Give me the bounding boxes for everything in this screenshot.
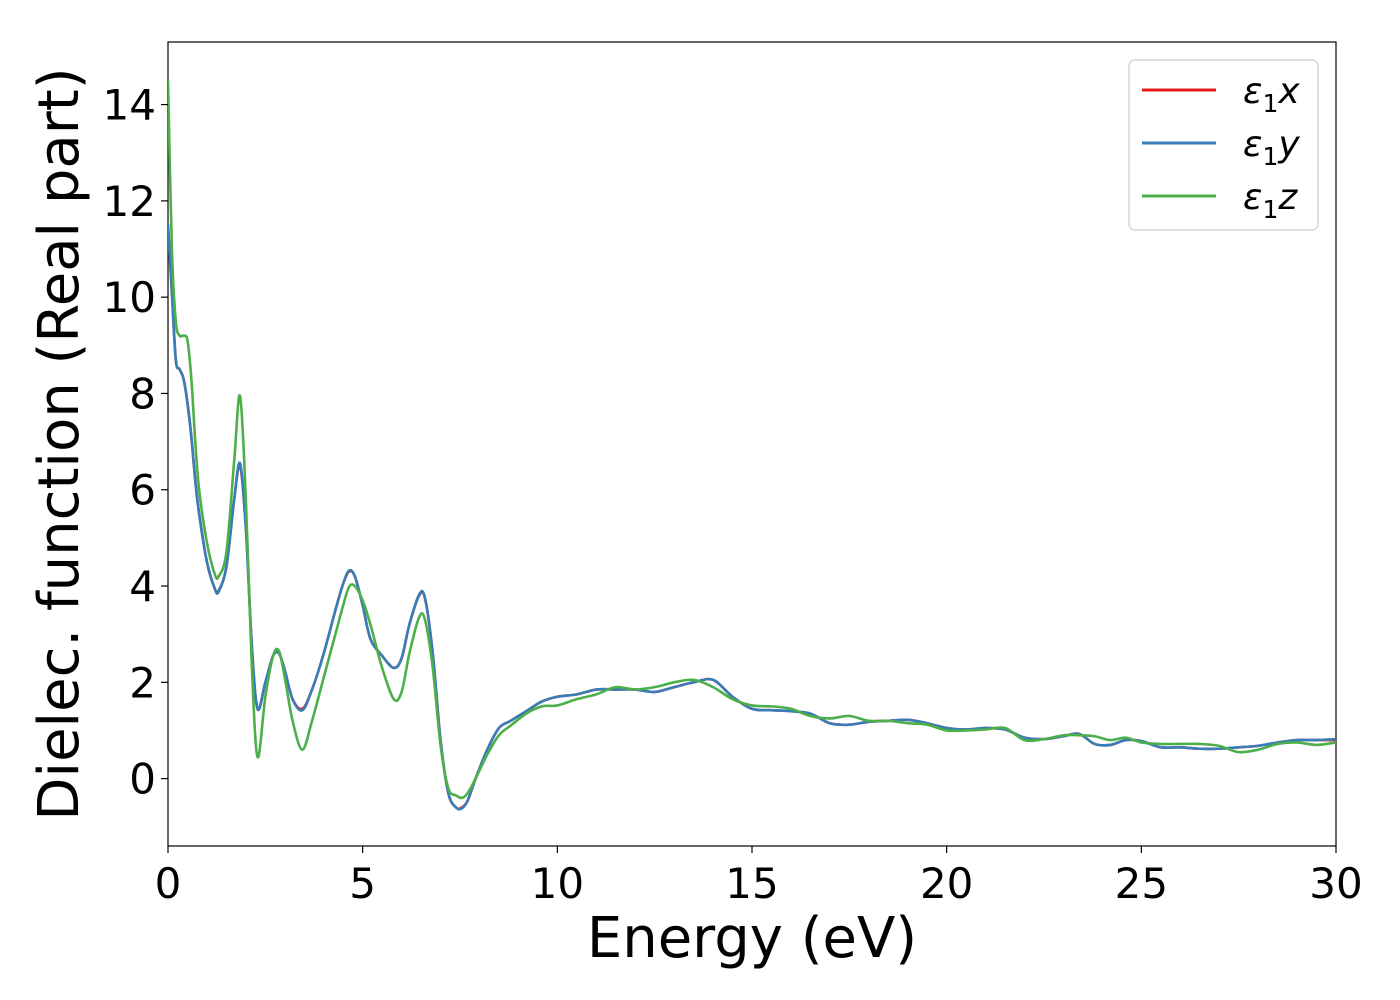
series-line-z [168,79,1336,800]
x-tick-label: 25 [1115,859,1168,908]
series-line-x [168,223,1336,811]
y-tick-label: 2 [129,658,156,707]
x-tick-label: 0 [155,859,182,908]
x-tick-label: 10 [531,859,584,908]
series-line-y [168,223,1336,811]
y-tick-label: 0 [129,755,156,804]
y-tick-label: 6 [129,466,156,515]
legend-box [1128,59,1319,231]
y-tick-label: 14 [103,81,156,130]
series-lines [168,79,1336,811]
legend-label-x: ε1x [1243,71,1300,118]
y-tick-label: 12 [103,177,156,226]
x-axis-label: Energy (eV) [587,906,917,971]
y-axis-ticks: 0 2 4 6 8 10 12 14 [103,81,168,804]
y-tick-label: 8 [129,369,156,418]
x-axis-ticks: 0 5 10 15 20 25 30 [155,846,1363,908]
y-tick-label: 10 [103,273,156,322]
x-tick-label: 20 [920,859,973,908]
x-tick-label: 5 [349,859,376,908]
legend-label-y: ε1y [1243,124,1300,171]
x-tick-label: 30 [1309,859,1362,908]
y-tick-label: 4 [129,562,156,611]
legend-label-z: ε1z [1243,177,1298,224]
y-axis-label: Dielec. function (Real part) [27,67,92,820]
x-tick-label: 15 [725,859,778,908]
legend: ε1x ε1y ε1z [1128,59,1319,231]
